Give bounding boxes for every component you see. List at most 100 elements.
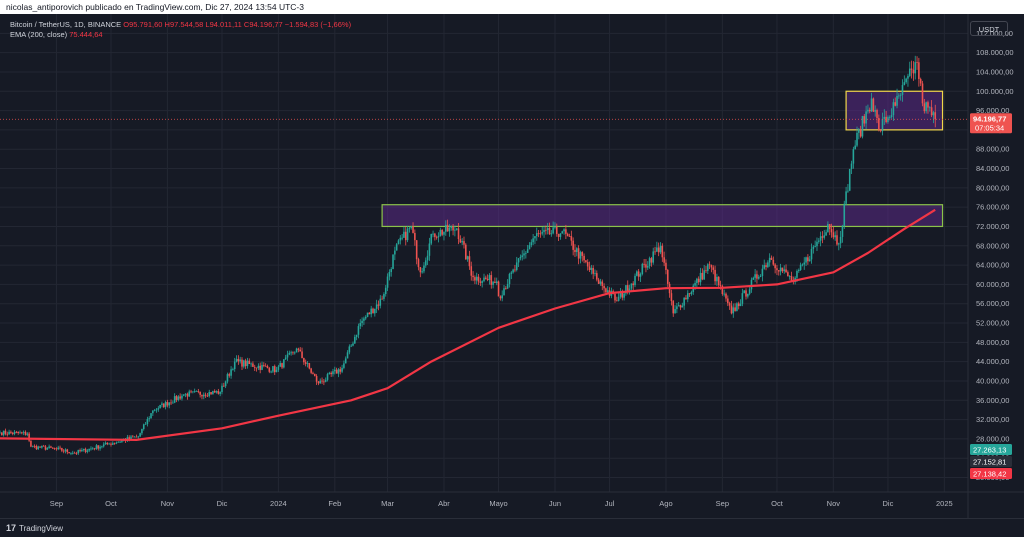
candle-body-up [503, 288, 505, 296]
candle-body-up [157, 408, 160, 410]
candle-body-down [777, 270, 780, 272]
legend-ohlc: O95.791,60 H97.544,58 L94.011,11 C94.196… [123, 20, 352, 29]
candle-body-up [816, 241, 818, 247]
candle-body-down [588, 266, 591, 270]
candle-body-up [825, 232, 827, 236]
legend-ema-label[interactable]: EMA (200, close) [10, 30, 68, 39]
candle-body-up [590, 267, 593, 270]
candle-body-up [332, 371, 334, 375]
chart-legend: Bitcoin / TetherUS, 1D, BINANCE O95.791,… [10, 20, 351, 40]
candle-body-up [13, 431, 16, 434]
currency-button[interactable]: USDT [970, 21, 1008, 36]
candle-body-down [457, 228, 460, 240]
candle-body-up [182, 394, 185, 396]
countdown-label: 07:05:34 [975, 123, 1004, 132]
candle-body-up [839, 236, 842, 244]
candle-body-up [150, 413, 152, 419]
candle-body-up [161, 403, 163, 405]
candle-body-down [934, 112, 937, 120]
candle-body-up [275, 369, 278, 373]
candle-body-down [414, 232, 416, 241]
legend-ema-row: EMA (200, close) 75.444,64 [10, 30, 351, 40]
candle-body-up [443, 231, 445, 235]
candle-body-up [219, 392, 221, 394]
candle-body-up [788, 276, 791, 277]
candle-body-up [899, 94, 902, 96]
candle-body-up [290, 352, 292, 354]
candle-body-up [506, 284, 509, 289]
candle-body-down [583, 255, 585, 261]
candle-body-down [135, 436, 138, 438]
price-axis-label: 104.000,00 [976, 67, 1014, 76]
candle-body-up [510, 272, 513, 274]
price-axis-label: 48.000,00 [976, 338, 1009, 347]
candle-body-up [741, 293, 744, 304]
candle-body-down [927, 102, 929, 108]
chart-area[interactable]: 20.000,0024.000,0028.000,0032.000,0036.0… [0, 14, 1024, 518]
candle-body-down [301, 351, 303, 359]
candle-body-down [688, 293, 691, 295]
candle-body-up [410, 226, 413, 228]
candle-body-down [894, 102, 897, 106]
price-axis-label: 76.000,00 [976, 203, 1009, 212]
candle-body-down [470, 266, 473, 276]
candle-body-down [490, 275, 493, 285]
candle-body-down [765, 265, 767, 268]
legend-symbol-row: Bitcoin / TetherUS, 1D, BINANCE O95.791,… [10, 20, 351, 30]
candle-body-down [263, 365, 265, 366]
candle-body-down [486, 278, 489, 281]
candle-body-up [112, 443, 114, 445]
price-axis-label: 40.000,00 [976, 376, 1009, 385]
time-axis-label: Mayo [489, 499, 507, 508]
time-axis-label: Abr [438, 499, 450, 508]
candle-body-down [919, 79, 922, 84]
candle-body-up [71, 452, 74, 454]
candle-body-up [805, 257, 807, 263]
candle-body-down [190, 391, 192, 393]
candle-body-down [39, 446, 41, 448]
price-chart[interactable]: 20.000,0024.000,0028.000,0032.000,0036.0… [0, 14, 1024, 518]
legend-symbol[interactable]: Bitcoin / TetherUS, 1D, BINANCE [10, 20, 122, 29]
candle-body-up [528, 245, 531, 250]
candle-body-down [381, 298, 383, 300]
candle-body-up [475, 276, 478, 281]
candle-body-down [832, 232, 835, 238]
candle-body-up [173, 396, 176, 403]
candle-body-down [66, 449, 69, 453]
candle-body-up [86, 450, 89, 452]
candle-body-down [44, 446, 47, 450]
candle-body-up [401, 237, 403, 239]
candle-body-down [730, 305, 733, 314]
candle-body-up [656, 247, 658, 252]
candle-body-up [364, 316, 367, 319]
candle-body-down [626, 285, 629, 293]
candle-body-up [783, 269, 786, 272]
candle-body-up [115, 442, 118, 444]
candle-body-up [838, 243, 840, 245]
candle-body-up [350, 345, 352, 347]
candle-body-up [803, 262, 806, 265]
tradingview-logo[interactable]: 17 TradingView [6, 519, 63, 538]
candle-body-up [768, 257, 771, 263]
candle-body-up [823, 235, 826, 238]
candle-body-down [637, 271, 640, 277]
candle-body-down [248, 360, 251, 365]
time-axis-label: Nov [161, 499, 175, 508]
candle-body-up [375, 304, 378, 309]
candle-body-down [672, 301, 675, 314]
candle-body-up [750, 279, 753, 290]
candle-body-up [526, 249, 529, 253]
candle-body-up [606, 290, 609, 293]
candle-body-up [168, 402, 171, 406]
candle-body-up [193, 391, 196, 393]
candle-body-down [273, 366, 276, 373]
time-axis-label: Ago [659, 499, 672, 508]
candle-body-down [728, 303, 731, 306]
candle-body-up [346, 352, 349, 359]
candle-body-up [195, 391, 198, 392]
candle-body-up [164, 401, 167, 408]
publisher-line: nicolas_antiporovich publicado en Tradin… [0, 0, 1024, 14]
candle-body-down [132, 436, 134, 438]
candle-body-down [28, 433, 30, 441]
candle-body-up [575, 248, 578, 253]
